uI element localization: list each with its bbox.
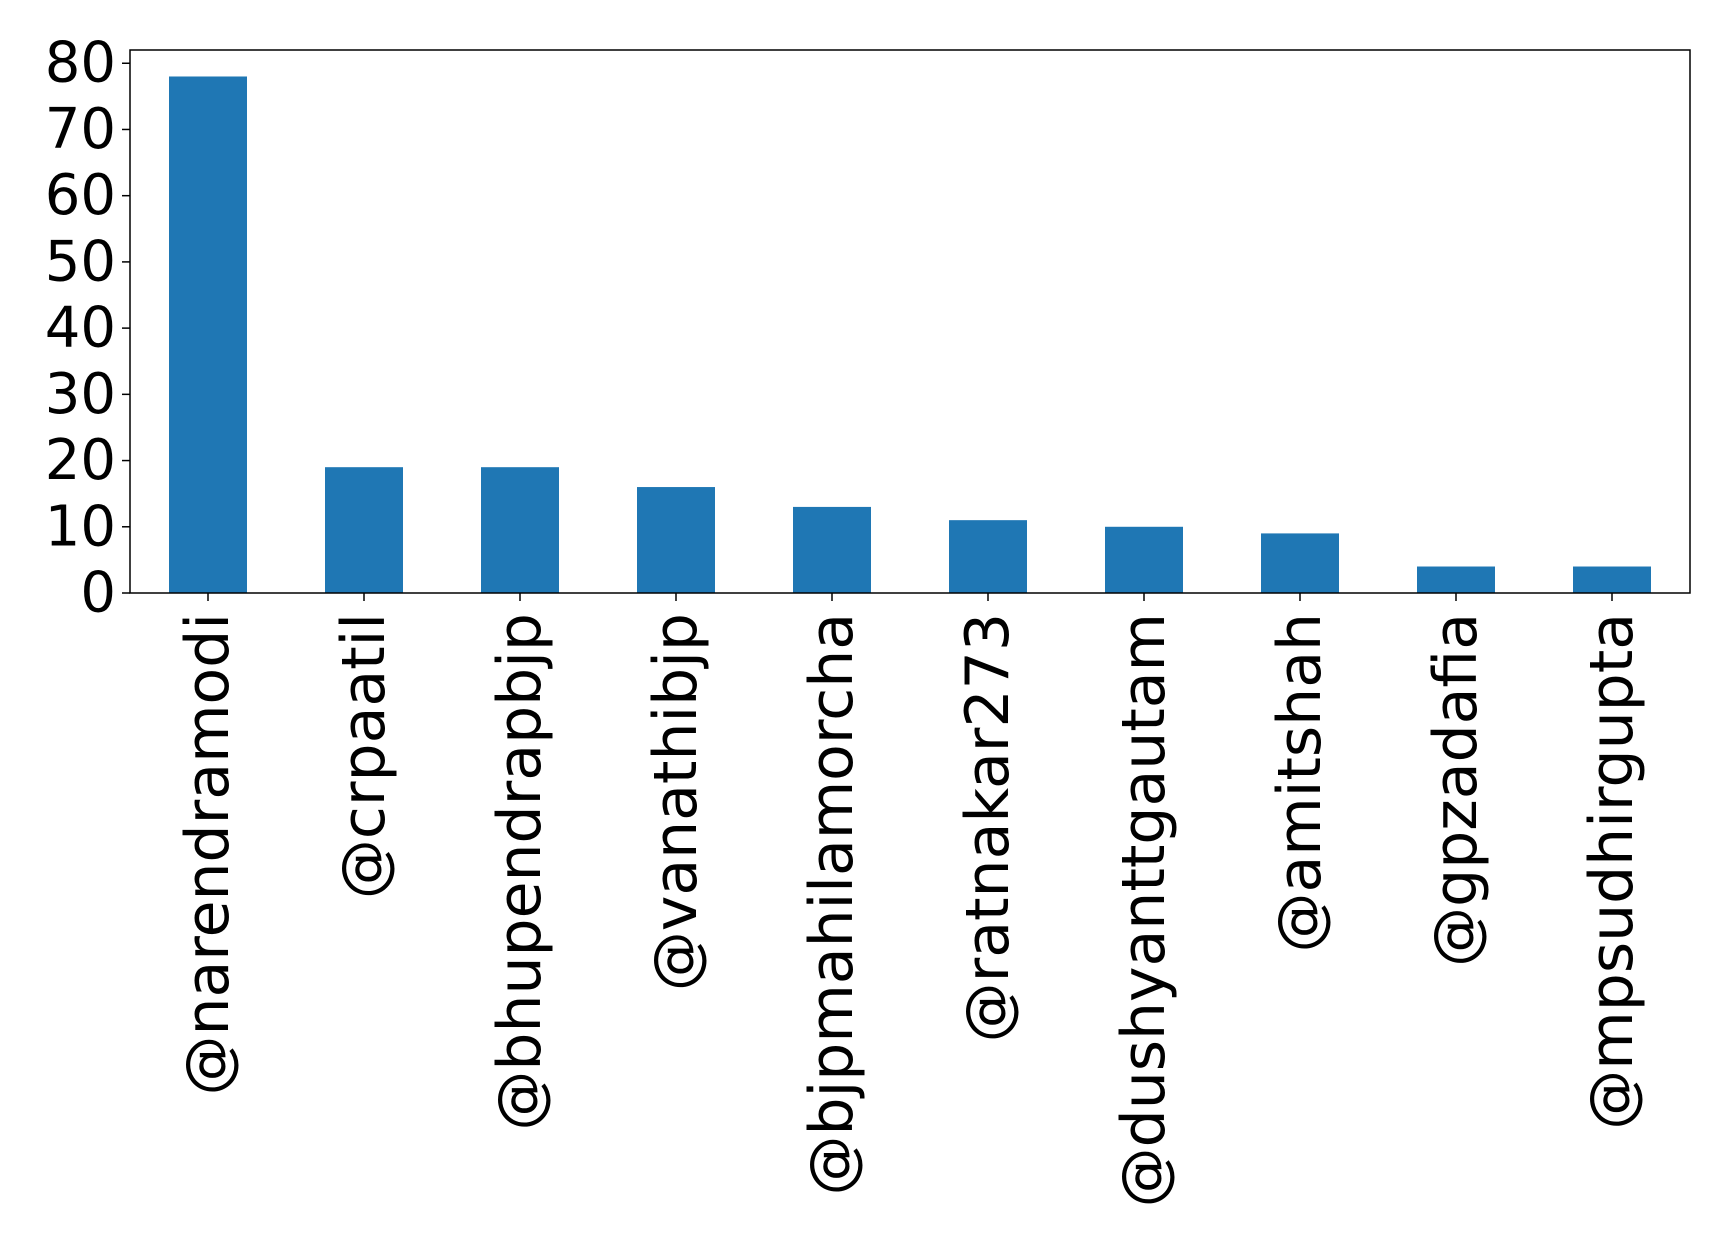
x-tick-label: @amitshah <box>1265 613 1335 953</box>
bar-9 <box>1573 566 1651 593</box>
bars <box>169 76 1651 594</box>
x-tick-label: @crpaatil <box>329 613 399 899</box>
x-tick-label: @vanathibjp <box>641 613 711 991</box>
bar-0 <box>169 76 247 594</box>
x-tick-label: @bhupendrapbjp <box>485 613 555 1131</box>
y-tick-label: 50 <box>45 229 116 294</box>
x-tick-label: @mpsudhirgupta <box>1577 613 1647 1130</box>
y-tick-label: 10 <box>45 494 116 559</box>
y-tick-label: 20 <box>45 428 116 493</box>
plot-frame <box>129 49 1691 594</box>
x-tick-label: @dushyanttgautam <box>1109 613 1179 1207</box>
bar-1 <box>325 467 403 593</box>
y-tick-label: 30 <box>45 362 116 427</box>
y-tick-label: 70 <box>45 97 116 162</box>
x-axis: @narendramodi @crpaatil @bhupendrapbjp @van… <box>173 593 1647 1207</box>
bar-5 <box>949 520 1027 593</box>
x-tick-label: @bjpmahilamorcha <box>797 613 867 1195</box>
bar-7 <box>1261 533 1339 593</box>
bar-6 <box>1105 526 1183 593</box>
x-tick-label: @narendramodi <box>173 613 243 1096</box>
x-tick-label: @ratnakar273 <box>953 613 1023 1042</box>
y-tick-label: 60 <box>45 163 116 228</box>
x-tick-label: @gpzadafia <box>1421 613 1491 967</box>
bar-2 <box>481 467 559 593</box>
y-tick-label: 80 <box>45 31 116 96</box>
y-tick-label: 40 <box>45 296 116 361</box>
bar-8 <box>1417 566 1495 593</box>
bar-4 <box>793 506 871 593</box>
y-tick-label: 0 <box>80 561 116 626</box>
bar-3 <box>637 487 715 593</box>
